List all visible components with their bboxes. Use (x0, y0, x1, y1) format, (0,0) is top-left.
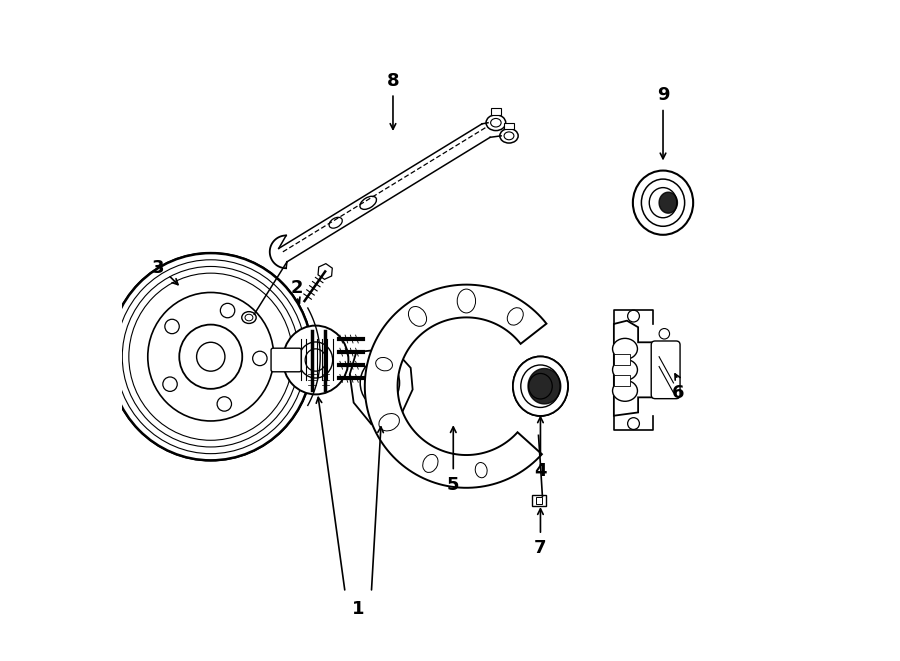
Text: 3: 3 (152, 259, 165, 277)
Ellipse shape (379, 414, 400, 431)
Ellipse shape (633, 171, 693, 235)
Text: 2: 2 (291, 279, 303, 297)
Text: 9: 9 (657, 85, 670, 104)
Bar (614, 354, 630, 365)
Ellipse shape (253, 351, 267, 366)
Text: 8: 8 (387, 73, 400, 91)
Ellipse shape (220, 302, 235, 317)
Ellipse shape (220, 303, 235, 318)
Polygon shape (350, 348, 412, 424)
Circle shape (627, 418, 639, 430)
Ellipse shape (613, 380, 637, 401)
Ellipse shape (486, 115, 506, 131)
Polygon shape (614, 321, 678, 416)
Bar (532, 495, 546, 506)
Ellipse shape (528, 373, 553, 399)
Ellipse shape (253, 351, 267, 366)
Ellipse shape (165, 319, 179, 334)
Ellipse shape (500, 129, 518, 143)
Ellipse shape (649, 188, 677, 217)
Ellipse shape (409, 307, 427, 327)
Ellipse shape (329, 217, 342, 228)
Ellipse shape (163, 377, 177, 391)
Polygon shape (528, 369, 561, 404)
Text: 1: 1 (352, 600, 365, 618)
Bar (491, 108, 501, 115)
Ellipse shape (179, 325, 242, 389)
Bar (614, 375, 630, 385)
Ellipse shape (508, 307, 523, 325)
Ellipse shape (613, 360, 637, 380)
Ellipse shape (217, 397, 231, 412)
Ellipse shape (613, 338, 637, 360)
Text: 6: 6 (671, 384, 684, 402)
Circle shape (386, 412, 396, 423)
Ellipse shape (217, 397, 231, 411)
Ellipse shape (179, 325, 242, 389)
FancyBboxPatch shape (652, 341, 680, 399)
Circle shape (627, 310, 639, 322)
Bar (536, 497, 543, 504)
FancyBboxPatch shape (271, 348, 302, 371)
Ellipse shape (360, 196, 376, 210)
Ellipse shape (513, 356, 568, 416)
Ellipse shape (375, 358, 392, 371)
Ellipse shape (242, 311, 256, 323)
Circle shape (659, 329, 670, 339)
Ellipse shape (283, 326, 348, 395)
Text: 5: 5 (447, 475, 460, 494)
Polygon shape (659, 192, 678, 214)
Bar (504, 123, 514, 129)
Ellipse shape (360, 360, 400, 407)
Text: 7: 7 (535, 539, 546, 557)
Ellipse shape (475, 463, 487, 478)
Circle shape (389, 350, 400, 360)
Ellipse shape (163, 377, 177, 392)
Polygon shape (318, 264, 332, 280)
Ellipse shape (299, 342, 333, 378)
Ellipse shape (165, 319, 179, 333)
Ellipse shape (423, 454, 438, 473)
Ellipse shape (457, 289, 475, 313)
Polygon shape (364, 285, 546, 488)
Ellipse shape (530, 375, 551, 397)
Text: 4: 4 (535, 463, 546, 481)
Ellipse shape (109, 253, 312, 460)
